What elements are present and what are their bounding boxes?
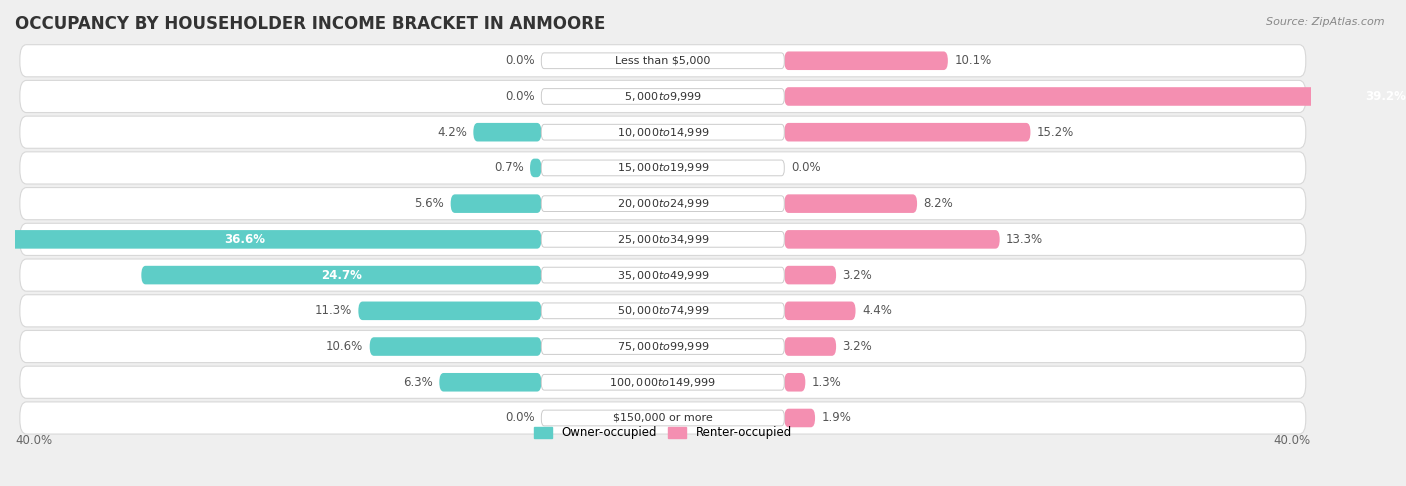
FancyBboxPatch shape	[541, 160, 785, 176]
FancyBboxPatch shape	[541, 339, 785, 354]
Text: 3.2%: 3.2%	[842, 269, 872, 281]
Text: $75,000 to $99,999: $75,000 to $99,999	[617, 340, 709, 353]
Text: 0.0%: 0.0%	[790, 161, 820, 174]
Text: 0.0%: 0.0%	[505, 54, 534, 67]
Text: 10.1%: 10.1%	[955, 54, 991, 67]
FancyBboxPatch shape	[20, 366, 1306, 399]
Text: 6.3%: 6.3%	[404, 376, 433, 389]
Text: 0.0%: 0.0%	[505, 90, 534, 103]
Legend: Owner-occupied, Renter-occupied: Owner-occupied, Renter-occupied	[534, 426, 792, 439]
Text: 4.2%: 4.2%	[437, 126, 467, 139]
FancyBboxPatch shape	[541, 231, 785, 247]
FancyBboxPatch shape	[785, 266, 837, 284]
FancyBboxPatch shape	[785, 373, 806, 392]
FancyBboxPatch shape	[785, 409, 815, 427]
FancyBboxPatch shape	[541, 410, 785, 426]
FancyBboxPatch shape	[785, 123, 1031, 141]
Text: $150,000 or more: $150,000 or more	[613, 413, 713, 423]
FancyBboxPatch shape	[359, 301, 541, 320]
Text: 1.9%: 1.9%	[821, 412, 852, 424]
FancyBboxPatch shape	[785, 230, 1000, 249]
Text: $35,000 to $49,999: $35,000 to $49,999	[617, 269, 709, 281]
Text: 0.7%: 0.7%	[494, 161, 523, 174]
Text: 1.3%: 1.3%	[811, 376, 842, 389]
Text: Less than $5,000: Less than $5,000	[616, 56, 710, 66]
FancyBboxPatch shape	[142, 266, 541, 284]
Text: 5.6%: 5.6%	[415, 197, 444, 210]
FancyBboxPatch shape	[785, 194, 917, 213]
Text: 3.2%: 3.2%	[842, 340, 872, 353]
FancyBboxPatch shape	[541, 88, 785, 104]
Text: 15.2%: 15.2%	[1038, 126, 1074, 139]
FancyBboxPatch shape	[0, 230, 541, 249]
FancyBboxPatch shape	[439, 373, 541, 392]
FancyBboxPatch shape	[20, 330, 1306, 363]
Text: 11.3%: 11.3%	[315, 304, 352, 317]
FancyBboxPatch shape	[20, 80, 1306, 113]
Text: 13.3%: 13.3%	[1007, 233, 1043, 246]
Text: $25,000 to $34,999: $25,000 to $34,999	[617, 233, 709, 246]
Text: 36.6%: 36.6%	[225, 233, 266, 246]
FancyBboxPatch shape	[474, 123, 541, 141]
FancyBboxPatch shape	[451, 194, 541, 213]
FancyBboxPatch shape	[541, 124, 785, 140]
FancyBboxPatch shape	[541, 267, 785, 283]
FancyBboxPatch shape	[541, 53, 785, 69]
Text: 4.4%: 4.4%	[862, 304, 891, 317]
Text: 40.0%: 40.0%	[15, 434, 52, 447]
FancyBboxPatch shape	[541, 374, 785, 390]
FancyBboxPatch shape	[785, 301, 855, 320]
FancyBboxPatch shape	[785, 52, 948, 70]
Text: $20,000 to $24,999: $20,000 to $24,999	[617, 197, 709, 210]
Text: $100,000 to $149,999: $100,000 to $149,999	[609, 376, 716, 389]
Text: $15,000 to $19,999: $15,000 to $19,999	[617, 161, 709, 174]
Text: 24.7%: 24.7%	[321, 269, 361, 281]
FancyBboxPatch shape	[785, 87, 1406, 106]
FancyBboxPatch shape	[20, 116, 1306, 148]
FancyBboxPatch shape	[541, 303, 785, 319]
FancyBboxPatch shape	[20, 223, 1306, 256]
Text: 39.2%: 39.2%	[1365, 90, 1406, 103]
Text: $10,000 to $14,999: $10,000 to $14,999	[617, 126, 709, 139]
Text: 8.2%: 8.2%	[924, 197, 953, 210]
Text: $50,000 to $74,999: $50,000 to $74,999	[617, 304, 709, 317]
FancyBboxPatch shape	[20, 259, 1306, 291]
Text: 40.0%: 40.0%	[1274, 434, 1310, 447]
Text: $5,000 to $9,999: $5,000 to $9,999	[624, 90, 702, 103]
Text: Source: ZipAtlas.com: Source: ZipAtlas.com	[1267, 17, 1385, 27]
FancyBboxPatch shape	[20, 152, 1306, 184]
FancyBboxPatch shape	[20, 402, 1306, 434]
FancyBboxPatch shape	[785, 337, 837, 356]
FancyBboxPatch shape	[541, 196, 785, 211]
FancyBboxPatch shape	[530, 158, 541, 177]
FancyBboxPatch shape	[370, 337, 541, 356]
Text: 0.0%: 0.0%	[505, 412, 534, 424]
FancyBboxPatch shape	[20, 45, 1306, 77]
Text: OCCUPANCY BY HOUSEHOLDER INCOME BRACKET IN ANMOORE: OCCUPANCY BY HOUSEHOLDER INCOME BRACKET …	[15, 15, 606, 33]
FancyBboxPatch shape	[20, 295, 1306, 327]
Text: 10.6%: 10.6%	[326, 340, 363, 353]
FancyBboxPatch shape	[20, 188, 1306, 220]
